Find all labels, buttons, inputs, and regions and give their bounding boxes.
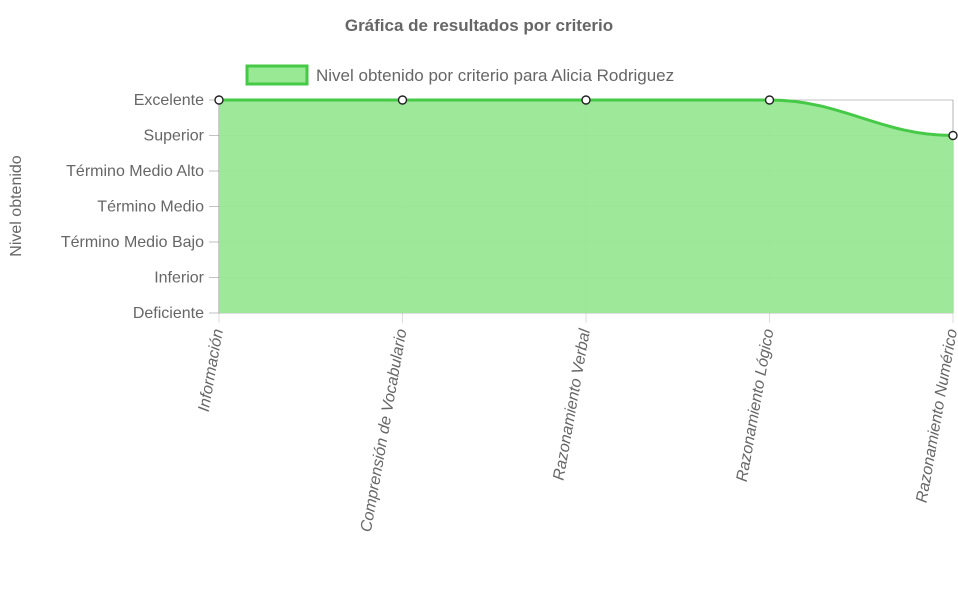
x-tick-label: Razonamiento Numérico bbox=[914, 328, 958, 504]
x-tick-label: Razonamiento Lógico bbox=[734, 328, 778, 483]
y-tick-label: Inferior bbox=[154, 270, 204, 287]
y-tick-label: Término Medio bbox=[97, 199, 204, 216]
y-axis: Deficiente Inferior Término Medio Bajo Térm… bbox=[61, 92, 205, 322]
y-tick-label: Término Medio Alto bbox=[66, 163, 204, 180]
legend[interactable]: Nivel obtenido por criterio para Alicia … bbox=[245, 64, 674, 86]
legend-swatch bbox=[245, 64, 309, 86]
x-tick-label: Razonamiento Verbal bbox=[551, 327, 594, 481]
legend-label: Nivel obtenido por criterio para Alicia … bbox=[316, 66, 674, 85]
data-point[interactable] bbox=[948, 130, 958, 141]
data-point[interactable] bbox=[397, 95, 408, 105]
data-points bbox=[214, 95, 958, 141]
y-tick-label: Excelente bbox=[134, 92, 204, 109]
data-point[interactable] bbox=[214, 95, 224, 105]
area-layer bbox=[219, 98, 954, 313]
data-point[interactable] bbox=[764, 95, 775, 105]
y-axis-label: Nivel obtenido bbox=[8, 155, 25, 257]
series-area-fill bbox=[219, 100, 953, 313]
y-tick-label: Término Medio Bajo bbox=[61, 234, 204, 251]
x-tick-label: Comprensión de Vocabulario bbox=[358, 328, 410, 534]
y-tick-label: Superior bbox=[144, 128, 205, 145]
y-tick-label: Deficiente bbox=[133, 305, 204, 322]
x-tick-label: Información bbox=[196, 328, 227, 413]
data-point[interactable] bbox=[581, 95, 591, 105]
chart-title: Gráfica de resultados por criterio bbox=[345, 16, 613, 35]
x-axis: Información Comprensión de Vocabulario Raz… bbox=[196, 327, 958, 533]
